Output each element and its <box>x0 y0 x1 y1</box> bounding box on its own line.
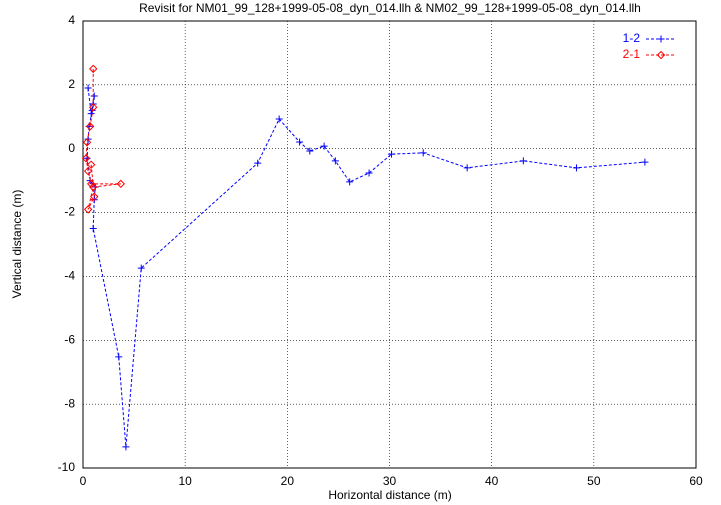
y-tick-label: 0 <box>68 141 75 155</box>
x-tick-label: 20 <box>281 474 295 488</box>
point-marker <box>346 178 354 186</box>
x-tick-label: 60 <box>689 474 703 488</box>
point-marker <box>83 166 93 176</box>
point-marker <box>90 192 99 201</box>
series-line <box>86 87 645 447</box>
x-tick-label: 50 <box>587 474 601 488</box>
point-marker <box>83 205 93 214</box>
legend-label: 1-2 <box>623 31 641 45</box>
point-marker <box>388 150 396 158</box>
point-marker <box>365 169 373 177</box>
point-marker <box>81 154 91 163</box>
point-marker <box>85 122 95 131</box>
legend-marker <box>657 35 665 43</box>
point-marker <box>87 110 95 118</box>
point-marker <box>115 353 123 361</box>
chart-title: Revisit for NM01_99_128+1999-05-08_dyn_0… <box>139 1 641 15</box>
x-axis-label: Horizontal distance (m) <box>328 488 451 502</box>
point-marker <box>89 182 98 192</box>
legend-marker <box>656 50 666 60</box>
point-marker <box>89 225 97 233</box>
point-marker <box>82 138 92 147</box>
plot-frame <box>82 20 697 469</box>
point-marker <box>89 102 98 112</box>
legend-label: 2-1 <box>623 47 641 61</box>
x-tick-label: 0 <box>80 474 87 488</box>
point-marker <box>275 115 283 123</box>
point-marker <box>90 92 98 100</box>
y-tick-label: 4 <box>68 13 75 27</box>
point-marker <box>116 179 126 189</box>
x-tick-label: 30 <box>383 474 397 488</box>
y-tick-label: -6 <box>64 332 75 346</box>
y-axis-label: Vertical distance (m) <box>10 190 24 299</box>
point-marker <box>572 164 580 172</box>
point-marker <box>463 164 471 172</box>
point-marker <box>519 157 527 165</box>
x-tick-label: 40 <box>485 474 499 488</box>
point-marker <box>306 147 314 155</box>
point-marker <box>122 443 130 451</box>
point-marker <box>296 138 304 146</box>
y-tick-label: -10 <box>58 460 76 474</box>
point-marker <box>320 142 328 150</box>
y-tick-label: 2 <box>68 77 75 91</box>
point-marker <box>641 158 649 166</box>
x-tick-label: 10 <box>178 474 192 488</box>
y-tick-label: -8 <box>64 396 75 410</box>
point-marker <box>88 106 96 114</box>
y-tick-label: -4 <box>64 269 75 283</box>
point-marker <box>86 160 96 169</box>
point-marker <box>86 179 96 189</box>
y-tick-label: -2 <box>64 205 75 219</box>
point-marker <box>137 264 145 272</box>
point-marker <box>331 157 339 165</box>
point-marker <box>84 84 92 92</box>
point-marker <box>419 149 427 157</box>
point-marker <box>89 64 98 74</box>
point-marker <box>254 159 262 167</box>
